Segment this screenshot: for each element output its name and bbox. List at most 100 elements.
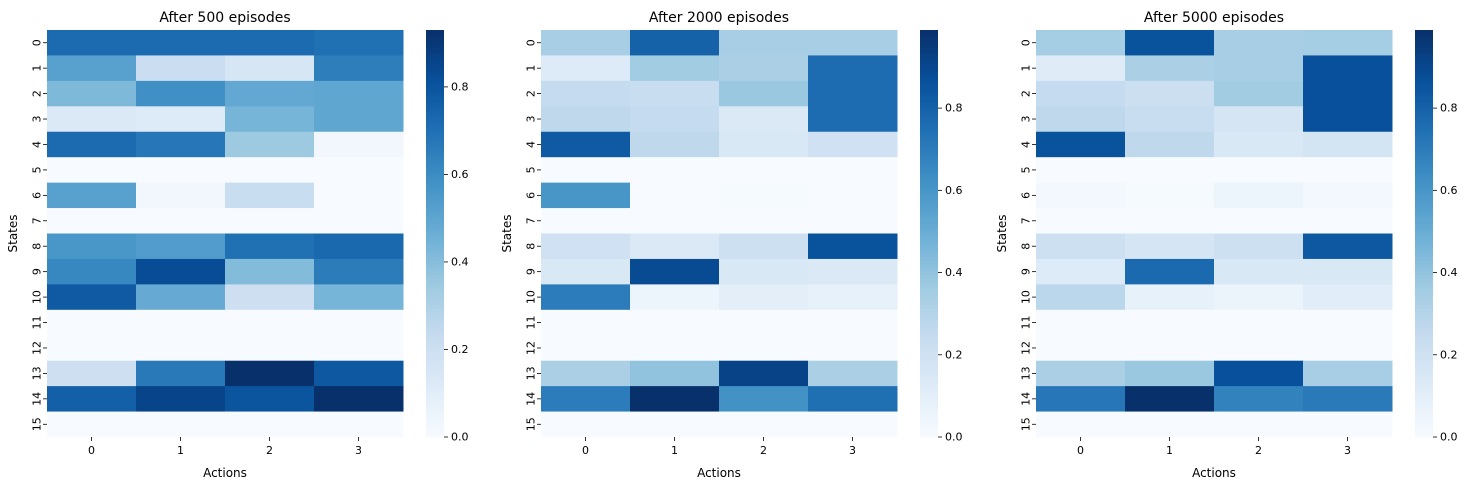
y-tick-label: 8 xyxy=(525,243,538,250)
colorbar-segment xyxy=(1415,199,1433,204)
colorbar-segment xyxy=(426,345,444,350)
heatmap-cell xyxy=(1036,157,1126,184)
colorbar-segment xyxy=(920,355,938,360)
colorbar-segment xyxy=(1415,94,1433,99)
y-axis-label: States xyxy=(6,214,20,252)
colorbar-segment xyxy=(426,175,444,180)
heatmap-cell xyxy=(1036,30,1126,56)
colorbar-segment xyxy=(920,148,938,153)
colorbar-segment xyxy=(426,131,444,136)
colorbar-segment xyxy=(1415,430,1433,435)
colorbar-segment xyxy=(920,325,938,330)
heatmap-cell xyxy=(808,55,898,82)
heatmap-cell xyxy=(314,335,404,362)
heatmap-cell xyxy=(314,233,404,260)
colorbar-segment xyxy=(426,145,444,150)
y-tick-label: 15 xyxy=(525,417,538,431)
heatmap-cell xyxy=(1303,208,1393,234)
y-tick-label: 4 xyxy=(525,141,538,148)
colorbar-segment xyxy=(426,396,444,401)
colorbar-segment xyxy=(1415,338,1433,343)
heatmap-cell xyxy=(1303,386,1393,413)
colorbar-segment xyxy=(426,379,444,384)
colorbar-segment xyxy=(426,33,444,38)
colorbar-segment xyxy=(920,270,938,275)
heatmap-cell xyxy=(1036,411,1126,438)
colorbar-segment xyxy=(1415,280,1433,285)
colorbar-segment xyxy=(920,179,938,184)
heatmap-cell xyxy=(808,258,898,285)
colorbar-segment xyxy=(1415,277,1433,282)
colorbar-segment xyxy=(426,101,444,106)
colorbar-segment xyxy=(1415,267,1433,272)
colorbar-segment xyxy=(1415,101,1433,106)
colorbar-segment xyxy=(426,179,444,184)
colorbar-segment xyxy=(1415,233,1433,238)
colorbar-segment xyxy=(920,128,938,133)
y-tick-label: 5 xyxy=(1020,166,1033,173)
colorbar-segment xyxy=(920,274,938,279)
heatmap-cell xyxy=(719,411,809,438)
heatmap-cell xyxy=(136,258,226,285)
y-tick-label: 3 xyxy=(31,116,44,123)
heatmap-cell xyxy=(136,309,226,336)
colorbar-segment xyxy=(1415,108,1433,112)
colorbar-segment xyxy=(1415,74,1433,79)
x-tick-label: 1 xyxy=(1166,444,1173,457)
heatmap-cell xyxy=(314,386,404,413)
heatmap-cell xyxy=(47,157,137,184)
heatmap-cell xyxy=(1214,55,1304,82)
colorbar-segment xyxy=(920,165,938,170)
colorbar-segment xyxy=(920,284,938,289)
y-tick-label: 13 xyxy=(525,366,538,380)
heatmap-cell xyxy=(225,106,315,133)
colorbar-segment xyxy=(1415,169,1433,174)
colorbar-segment xyxy=(1415,260,1433,265)
heatmap-cell xyxy=(225,411,315,438)
colorbar-segment xyxy=(920,169,938,174)
colorbar-segment xyxy=(426,148,444,153)
colorbar-segment xyxy=(426,406,444,411)
colorbar-segment xyxy=(920,375,938,380)
colorbar-segment xyxy=(1415,104,1433,109)
colorbar-segment xyxy=(920,243,938,248)
colorbar-segment xyxy=(426,257,444,262)
colorbar-segment xyxy=(1415,155,1433,160)
colorbar-segment xyxy=(920,260,938,265)
heatmap-cell xyxy=(47,106,137,133)
colorbar-segment xyxy=(426,311,444,316)
heatmap-cell xyxy=(136,386,226,413)
colorbar-segment xyxy=(426,267,444,272)
colorbar-segment xyxy=(1415,172,1433,177)
colorbar-segment xyxy=(426,280,444,285)
colorbar-segment xyxy=(426,250,444,255)
colorbar-segment xyxy=(920,403,938,408)
colorbar-tick-label: 0.8 xyxy=(945,102,963,115)
y-tick-label: 4 xyxy=(1020,141,1033,148)
x-axis-label: Actions xyxy=(203,466,247,480)
x-tick-label: 0 xyxy=(88,444,95,457)
colorbar-segment xyxy=(920,162,938,167)
colorbar-tick-label: 0.0 xyxy=(1440,431,1458,444)
colorbar-segment xyxy=(426,352,444,357)
colorbar-segment xyxy=(426,219,444,224)
colorbar-segment xyxy=(1415,186,1433,191)
heatmap-cell xyxy=(1214,233,1304,260)
colorbar-segment xyxy=(920,423,938,428)
colorbar-segment xyxy=(920,33,938,38)
colorbar-segment xyxy=(426,230,444,235)
heatmap-cell xyxy=(47,284,137,311)
y-tick-label: 11 xyxy=(525,316,538,330)
colorbar-segment xyxy=(920,182,938,187)
heatmap-cell xyxy=(1036,360,1126,387)
colorbar-segment xyxy=(426,392,444,397)
heatmap-cell xyxy=(630,258,720,285)
heatmap-cell xyxy=(1214,157,1304,184)
colorbar-segment xyxy=(920,287,938,292)
heatmap-cell xyxy=(136,284,226,311)
heatmap-cell xyxy=(1303,106,1393,133)
colorbar-segment xyxy=(426,121,444,126)
y-tick-label: 6 xyxy=(525,192,538,199)
colorbar-segment xyxy=(920,118,938,123)
